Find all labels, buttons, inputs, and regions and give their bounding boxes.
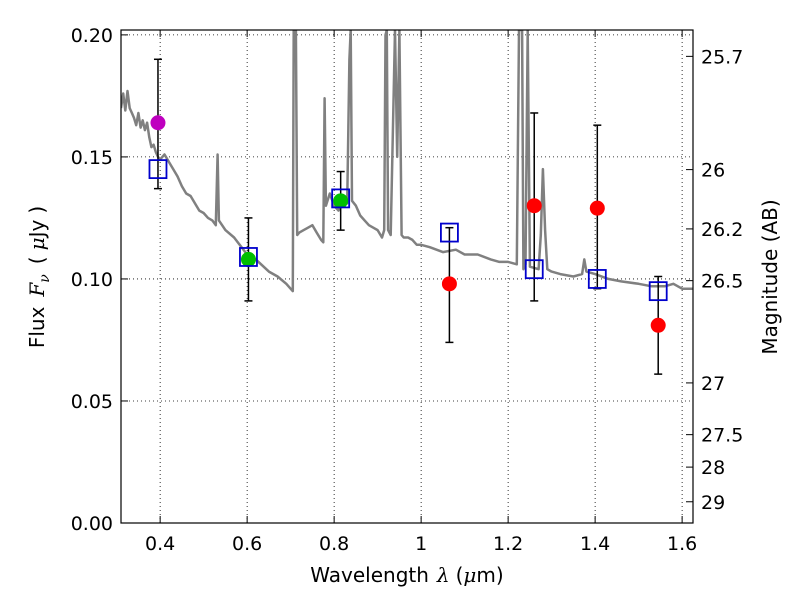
- model-square-marker: [331, 188, 351, 209]
- x-tick-label: 0.6: [232, 533, 262, 555]
- observed-violet-point: [150, 115, 166, 131]
- y2-tick-label: 26.5: [701, 271, 743, 293]
- y2-tick-label: 26: [701, 160, 725, 182]
- observed-green-point: [240, 251, 256, 267]
- y2-tick-label: 27: [701, 373, 725, 395]
- observed-red-point: [526, 198, 542, 214]
- y2-tick-label: 27.5: [701, 425, 743, 447]
- y-tick-label: 0.20: [71, 25, 113, 47]
- model-square-marker: [440, 222, 459, 243]
- x-tick-label: 1.2: [493, 533, 523, 555]
- observed-red-point: [589, 200, 605, 216]
- y-tick-label: 0.00: [71, 513, 113, 535]
- y2-tick-label: 28: [701, 457, 725, 479]
- y2-tick-label: 29: [701, 492, 725, 514]
- y2-tick-label: 25.7: [701, 46, 743, 68]
- model-square-marker: [148, 159, 168, 180]
- model-square-marker: [239, 247, 258, 267]
- y2-tick-label: 26.2: [701, 219, 743, 241]
- observed-green-point: [333, 193, 349, 209]
- x-tick-label: 1.4: [580, 533, 610, 555]
- model-square-marker: [648, 281, 668, 302]
- x-tick-label: 0.4: [145, 533, 175, 555]
- x-tick-label: 0.8: [319, 533, 349, 555]
- x-tick-label: 1: [415, 533, 427, 555]
- axis-ticks: 0.4 0.6 0.8 1 1.2 1.4 1.6 0.00 0.05 0.10 0.15 0.20 2…: [71, 25, 744, 555]
- y-tick-label: 0.10: [71, 269, 113, 291]
- model-square-marker: [587, 269, 607, 289]
- y2-axis-label: Magnitude (AB): [758, 199, 782, 354]
- x-axis-label: Wavelength λ (μm): [310, 563, 503, 587]
- y-axis-label: FluxFν(μJy): [25, 206, 53, 348]
- model-square-marker: [524, 259, 544, 280]
- observed-red-point: [650, 317, 666, 333]
- data-points: [148, 58, 668, 375]
- x-tick-label: 1.6: [667, 533, 697, 555]
- y-tick-label: 0.15: [71, 147, 113, 169]
- plot-frame: [120, 29, 694, 524]
- y-tick-label: 0.05: [71, 391, 113, 413]
- observed-red-point: [441, 276, 457, 292]
